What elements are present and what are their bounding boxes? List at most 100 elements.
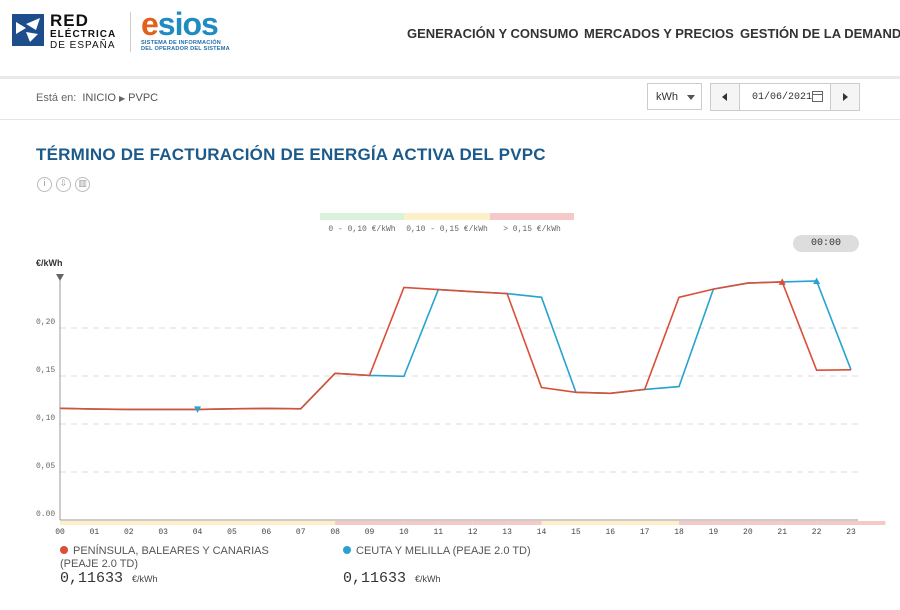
x-tick-label: 01: [90, 528, 100, 537]
band-segment: [300, 521, 336, 525]
x-tick-label: 06: [262, 528, 272, 537]
series-label-ceuta: CEUTA Y MELILLA (PEAJE 2.0 TD): [343, 545, 593, 558]
x-tick-label: 20: [743, 528, 753, 537]
band-label-yellow: 0,10 - 0,15 €/kWh: [406, 225, 488, 234]
x-tick-label: 12: [468, 528, 478, 537]
date-input[interactable]: 01/06/2021: [752, 92, 813, 103]
band-segment: [197, 521, 232, 525]
ree-logo-text: RED ELÉCTRICA DE ESPAÑA: [50, 12, 116, 51]
page-title: TÉRMINO DE FACTURACIÓN DE ENERGÍA ACTIVA…: [36, 145, 546, 164]
x-tick-label: 14: [537, 528, 547, 537]
top-header: RED ELÉCTRICA DE ESPAÑA esios SISTEMA DE…: [0, 0, 900, 76]
series-value-ceuta-unit: €/kWh: [415, 574, 441, 584]
x-tick-label: 08: [330, 528, 340, 537]
calendar-icon[interactable]: [812, 91, 823, 102]
axis-marker-icon: [56, 274, 64, 281]
y-tick-label: 0.00: [36, 510, 55, 519]
ree-logo-line3: DE ESPAÑA: [50, 40, 116, 51]
series-line-ceuta: [59, 280, 852, 411]
x-tick-label: 04: [193, 528, 203, 537]
series-label-peninsula-text: PENÍNSULA, BALEARES Y CANARIAS (PEAJE 2.…: [60, 545, 269, 570]
band-swatch-green: [320, 213, 404, 220]
previous-day-button[interactable]: [711, 84, 740, 110]
x-tick-label: 07: [296, 528, 306, 537]
chart-icon[interactable]: ▥: [75, 177, 90, 192]
esios-logo-e: e: [141, 6, 159, 42]
breadcrumb-home-link[interactable]: INICIO: [82, 92, 116, 104]
band-swatch-yellow: [404, 213, 490, 220]
band-swatch-red: [490, 213, 574, 220]
info-icon[interactable]: i: [37, 177, 52, 192]
x-tick-label: 16: [605, 528, 615, 537]
x-tick-label: 18: [674, 528, 684, 537]
band-segment: [713, 521, 748, 525]
band-segment: [266, 521, 301, 525]
band-segment: [782, 521, 817, 525]
series-value-ceuta: 0,11633 €/kWh: [343, 570, 441, 587]
download-icon[interactable]: ⇩: [56, 177, 71, 192]
date-picker: 01/06/2021: [710, 83, 860, 111]
x-tick-label: 10: [399, 528, 409, 537]
esios-subtitle-line2: DEL OPERADOR DEL SISTEMA: [141, 46, 230, 52]
series-label-peninsula: PENÍNSULA, BALEARES Y CANARIAS (PEAJE 2.…: [60, 545, 310, 571]
band-segment: [472, 521, 508, 525]
arrow-left-icon: [722, 93, 727, 101]
x-tick-label: 22: [812, 528, 822, 537]
band-segment: [335, 521, 370, 525]
x-tick-label: 19: [709, 528, 719, 537]
series-marker-ceuta-icon: [194, 406, 202, 413]
series-marker-peninsula-icon: [778, 278, 786, 285]
band-label-green: 0 - 0,10 €/kWh: [328, 225, 396, 234]
breadcrumb: Está en: INICIO ▶ PVPC: [36, 92, 158, 104]
x-tick-label: 03: [158, 528, 168, 537]
nav-generacion-consumo[interactable]: GENERACIÓN Y CONSUMO: [407, 26, 579, 41]
series-marker-ceuta-icon: [813, 277, 821, 284]
y-tick-label: 0,10: [36, 414, 55, 423]
esios-logo[interactable]: esios SISTEMA DE INFORMACIÓN DEL OPERADO…: [141, 8, 230, 52]
band-segment: [438, 521, 473, 525]
nav-mercados-precios[interactable]: MERCADOS Y PRECIOS: [584, 26, 734, 41]
time-indicator[interactable]: 00:00: [793, 235, 859, 252]
x-tick-label: 05: [227, 528, 237, 537]
band-segment: [747, 521, 783, 525]
band-segment: [610, 521, 645, 525]
x-tick-label: 21: [777, 528, 787, 537]
breadcrumb-current: PVPC: [128, 92, 159, 104]
x-tick-label: 11: [433, 528, 443, 537]
series-value-peninsula-number: 0,11633: [60, 570, 124, 587]
series-value-peninsula: 0,11633 €/kWh: [60, 570, 158, 587]
band-segment: [369, 521, 404, 525]
unit-select-value: kWh: [656, 91, 678, 103]
band-segment: [644, 521, 680, 525]
band-segment: [163, 521, 198, 525]
unit-select[interactable]: kWh: [647, 83, 702, 110]
ree-logo-icon[interactable]: [12, 14, 44, 46]
x-tick-label: 15: [571, 528, 581, 537]
band-segment: [403, 521, 439, 525]
series-label-ceuta-text: CEUTA Y MELILLA (PEAJE 2.0 TD): [356, 545, 531, 557]
x-tick-label: 00: [55, 528, 65, 537]
nav-gestion-demanda[interactable]: GESTIÓN DE LA DEMANDA: [740, 26, 900, 41]
x-tick-label: 13: [502, 528, 512, 537]
band-segment: [679, 521, 714, 525]
arrow-right-icon: [843, 93, 848, 101]
band-segment: [94, 521, 129, 525]
ree-logo-line1: RED: [50, 11, 89, 30]
band-segment: [851, 521, 886, 525]
band-label-red: > 0,15 €/kWh: [503, 225, 561, 234]
x-tick-label: 23: [846, 528, 856, 537]
series-line-peninsula: [59, 281, 852, 411]
breadcrumb-label: Está en:: [36, 92, 77, 104]
band-segment: [60, 521, 95, 525]
band-segment: [575, 521, 611, 525]
x-tick-label: 17: [640, 528, 650, 537]
chevron-down-icon: [687, 95, 695, 100]
next-day-button[interactable]: [830, 84, 859, 110]
esios-subtitle-line1: SISTEMA DE INFORMACIÓN: [141, 40, 222, 46]
logo-divider: [130, 12, 131, 52]
y-tick-label: 0,20: [36, 318, 55, 327]
y-tick-label: 0,05: [36, 462, 55, 471]
band-segment: [507, 521, 542, 525]
series-dot-ceuta: [343, 546, 351, 554]
band-segment: [231, 521, 267, 525]
